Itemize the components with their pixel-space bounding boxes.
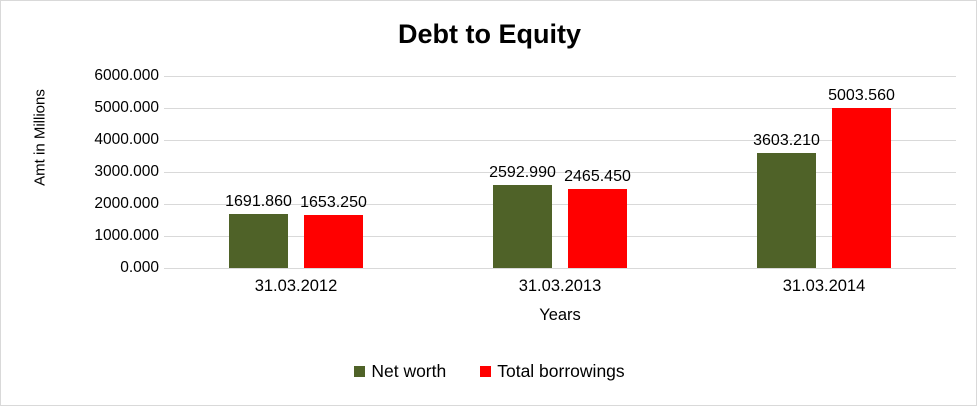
legend-swatch-icon (480, 366, 492, 377)
x-axis-tick-label: 31.03.2014 (782, 277, 866, 295)
bar-value-label: 1691.860 (225, 192, 292, 210)
bar-net-worth[interactable] (757, 152, 816, 268)
gridline (164, 140, 956, 141)
gridline (164, 108, 956, 109)
x-axis-tick-label: 31.03.2012 (254, 277, 338, 295)
x-axis-tick-labels: 31.03.2012 31.03.2013 31.03.2014 (164, 277, 956, 301)
gridline (164, 76, 956, 77)
legend-label: Net worth (371, 361, 447, 381)
gridline (164, 268, 956, 269)
legend-item[interactable]: Total borrowings (480, 361, 625, 382)
bars-layer: 1691.860 1653.250 2592.990 2465.450 3603.210… (164, 76, 956, 268)
gridline (164, 204, 956, 205)
y-axis-tick-label: 3000.000 (94, 163, 159, 180)
chart-legend: Net worth Total borrowings (1, 361, 976, 382)
bar-total-borrowings[interactable] (832, 107, 891, 268)
bar-value-label: 2465.450 (564, 168, 631, 186)
chart-title: Debt to Equity (398, 19, 581, 49)
y-axis-title: Amt in Millions (31, 89, 49, 186)
legend-label: Total borrowings (497, 361, 625, 381)
legend-swatch-icon (354, 366, 366, 377)
plot-area (164, 76, 956, 269)
bar-value-label: 2592.990 (489, 164, 556, 182)
bar-group: 2592.990 2465.450 (428, 76, 692, 268)
bar-value-label: 1653.250 (300, 194, 367, 212)
bar-net-worth[interactable] (493, 185, 552, 268)
y-axis-tick-label: 6000.000 (94, 67, 159, 84)
bar-group: 3603.210 5003.560 (692, 76, 956, 268)
bar-group: 1691.860 1653.250 (164, 76, 428, 268)
legend-item[interactable]: Net worth (354, 361, 446, 382)
x-axis-title: Years (539, 306, 581, 324)
bar-net-worth[interactable] (229, 213, 288, 268)
bar-total-borrowings[interactable] (568, 189, 627, 268)
y-axis-tick-label: 2000.000 (94, 195, 159, 212)
x-axis-tick-label: 31.03.2013 (518, 277, 602, 295)
y-axis-tick-label: 1000.000 (94, 227, 159, 244)
bar-total-borrowings[interactable] (304, 215, 363, 268)
y-axis-tick-labels: 0.000 1000.000 2000.000 3000.000 4000.000 500… (59, 67, 159, 276)
y-axis-tick-label: 4000.000 (94, 131, 159, 148)
bar-value-label: 5003.560 (828, 86, 895, 104)
y-axis-tick-label: 0.000 (120, 259, 159, 276)
bar-value-label: 3603.210 (753, 131, 820, 149)
gridline (164, 236, 956, 237)
gridline (164, 172, 956, 173)
y-axis-tick-label: 5000.000 (94, 99, 159, 116)
